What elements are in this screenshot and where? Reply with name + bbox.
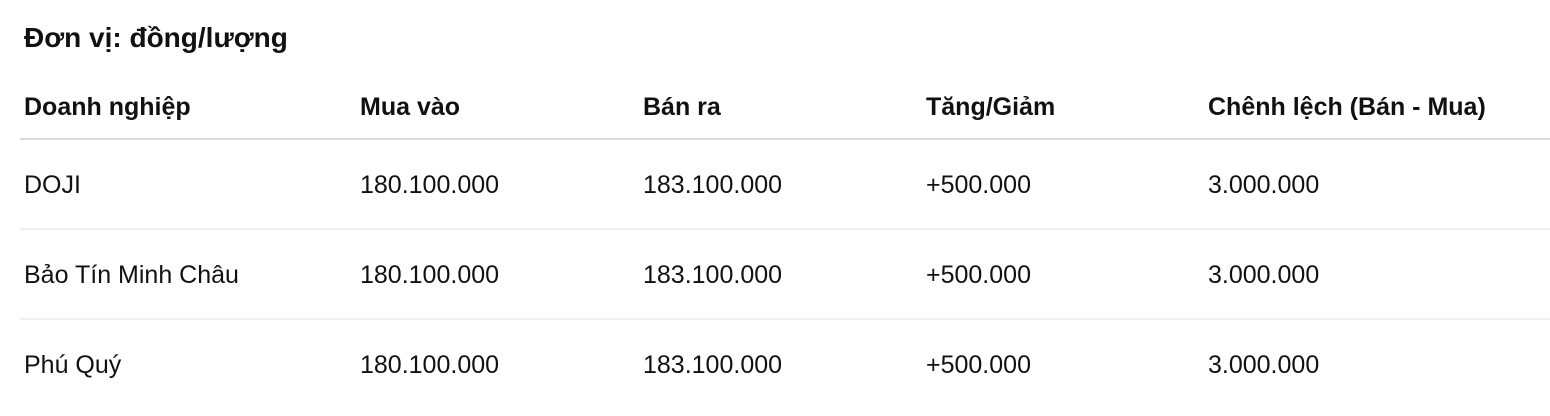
table-header-row: Doanh nghiệp Mua vào Bán ra Tăng/Giảm Ch…	[20, 80, 1550, 140]
cell-spread: 3.000.000	[1208, 351, 1320, 379]
cell-company: Bảo Tín Minh Châu	[24, 261, 239, 289]
cell-sell: 183.100.000	[643, 171, 783, 199]
cell-sell: 183.100.000	[643, 261, 783, 289]
cell-change: +500.000	[926, 171, 1031, 199]
table-row: Phú Quý 180.100.000 183.100.000 +500.000…	[20, 320, 1550, 410]
cell-change: +500.000	[926, 261, 1031, 289]
table-row: Bảo Tín Minh Châu 180.100.000 183.100.00…	[20, 230, 1550, 320]
cell-buy: 180.100.000	[360, 171, 500, 199]
header-company: Doanh nghiệp	[24, 93, 191, 121]
header-sell: Bán ra	[643, 93, 721, 121]
header-buy: Mua vào	[360, 93, 461, 121]
cell-company: DOJI	[24, 171, 81, 199]
gold-price-table: Doanh nghiệp Mua vào Bán ra Tăng/Giảm Ch…	[20, 80, 1550, 410]
cell-buy: 180.100.000	[360, 351, 500, 379]
unit-label: Đơn vị: đồng/lượng	[24, 22, 288, 53]
cell-spread: 3.000.000	[1208, 171, 1320, 199]
header-spread: Chênh lệch (Bán - Mua)	[1208, 93, 1486, 121]
table-row: DOJI 180.100.000 183.100.000 +500.000 3.…	[20, 140, 1550, 230]
cell-company: Phú Quý	[24, 351, 122, 379]
cell-buy: 180.100.000	[360, 261, 500, 289]
cell-sell: 183.100.000	[643, 351, 783, 379]
cell-spread: 3.000.000	[1208, 261, 1320, 289]
cell-change: +500.000	[926, 351, 1031, 379]
header-change: Tăng/Giảm	[926, 93, 1056, 121]
